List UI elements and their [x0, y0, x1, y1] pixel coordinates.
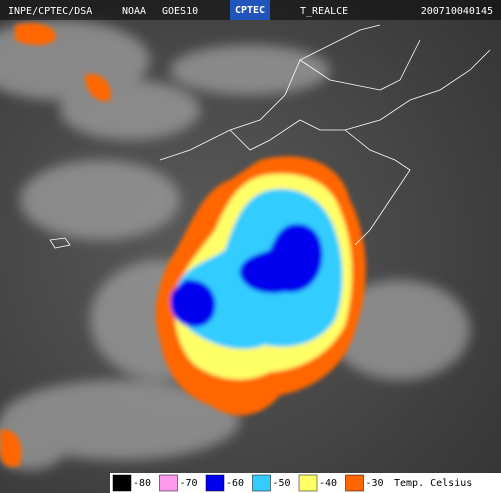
- convective-system: [0, 23, 366, 467]
- logo: CPTEC: [235, 5, 265, 16]
- satellite: GOES10: [162, 6, 198, 17]
- agency: NOAA: [122, 6, 146, 17]
- legend-label: -80: [133, 478, 151, 489]
- legend-swatch: [159, 474, 178, 492]
- legend: -80 -70 -60 -50 -40 -30: [112, 474, 384, 492]
- legend-label: -60: [226, 478, 244, 489]
- legend-swatch: [205, 474, 225, 492]
- legend-swatch: [298, 474, 318, 492]
- logo-box: [230, 0, 270, 20]
- source: INPE/CPTEC/DSA: [8, 6, 92, 17]
- borders: [49, 24, 491, 249]
- legend-swatch: [112, 474, 132, 492]
- legend-swatch: [345, 474, 364, 492]
- legend-label: -50: [273, 478, 291, 489]
- legend-label: -70: [180, 478, 198, 489]
- product: T_REALCE: [300, 6, 348, 17]
- legend-label: -30: [366, 478, 384, 489]
- timestamp: 200710040145: [421, 6, 493, 17]
- legend-title: Temp. Celsius: [394, 478, 472, 489]
- legend-swatch: [252, 474, 271, 492]
- legend-label: -40: [319, 478, 337, 489]
